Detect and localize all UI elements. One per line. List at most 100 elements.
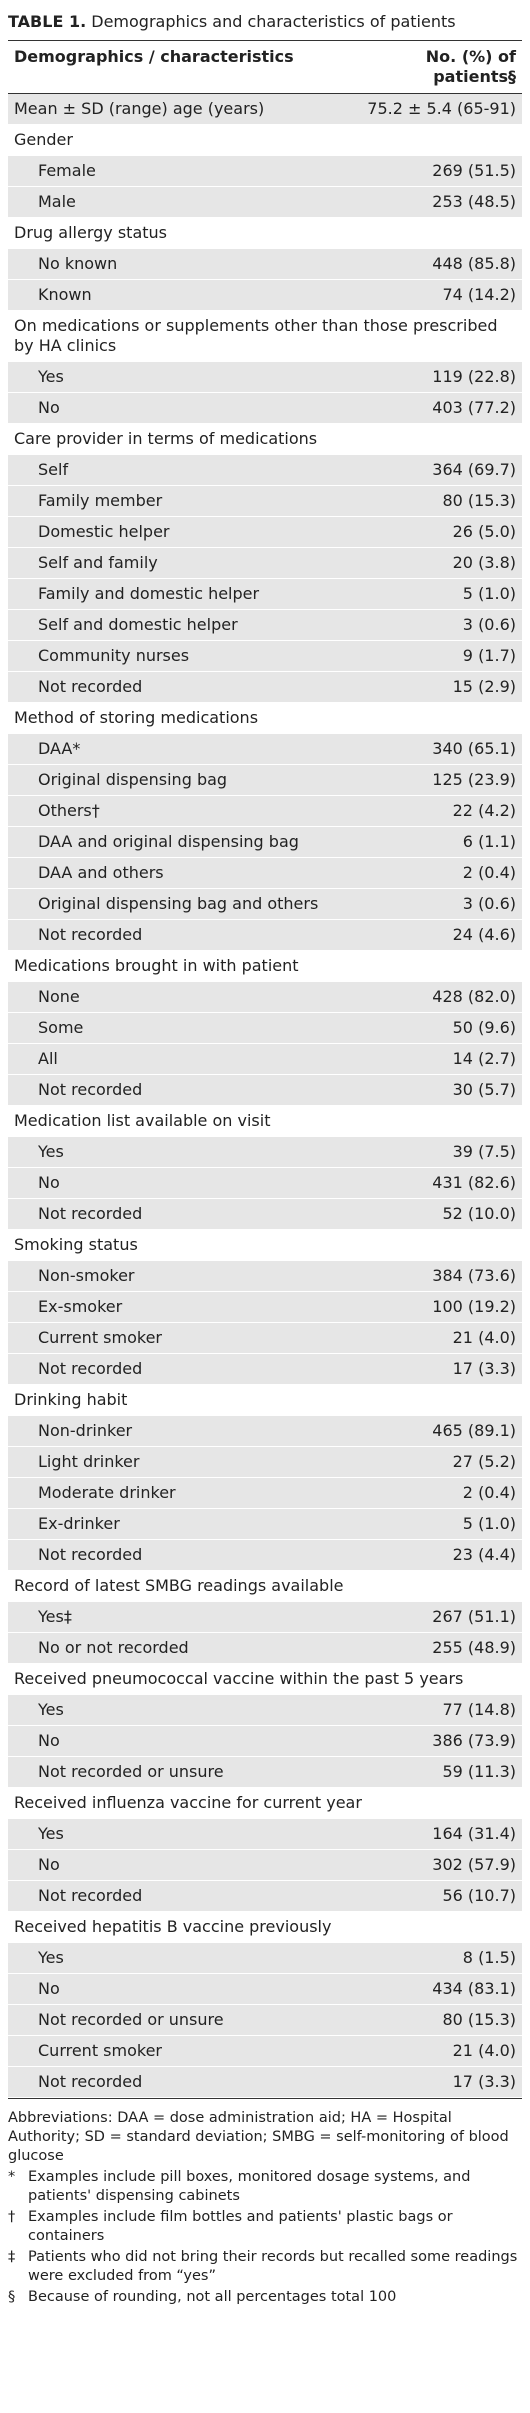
footnote-text: Because of rounding, not all percentages… — [28, 2289, 397, 2305]
row-value: 22 (4.2) — [452, 801, 516, 820]
table-row: Moderate drinker 2 (0.4) — [8, 1478, 522, 1509]
row-value: 21 (4.0) — [452, 1328, 516, 1347]
row-label: Current smoker — [38, 1328, 163, 1347]
row-label: DAA and original dispensing bag — [38, 832, 299, 851]
row-label: Not recorded — [38, 1080, 143, 1099]
row-label: Not recorded or unsure — [38, 1762, 224, 1781]
row-value: 80 (15.3) — [442, 2010, 516, 2029]
row-value: 52 (10.0) — [442, 1204, 516, 1223]
table-row: Community nurses 9 (1.7) — [8, 641, 522, 672]
row-label: Not recorded — [38, 2072, 143, 2091]
table-row: Ex-drinker 5 (1.0) — [8, 1509, 522, 1540]
row-label: Some — [38, 1018, 84, 1037]
table-page: TABLE 1. Demographics and characteristic… — [8, 0, 522, 2307]
table-row: Yes 119 (22.8) — [8, 362, 522, 393]
row-label: Domestic helper — [38, 522, 170, 541]
row-label: Yes — [38, 1700, 64, 1719]
table-row: DAA* 340 (65.1) — [8, 734, 522, 765]
table-row: Original dispensing bag and others 3 (0.6… — [8, 889, 522, 920]
row-value: 17 (3.3) — [452, 2072, 516, 2091]
section-heading: Received hepatitis B vaccine previously — [14, 1917, 332, 1936]
table-row: Ex-smoker 100 (19.2) — [8, 1292, 522, 1323]
table-row: Not recorded 56 (10.7) — [8, 1881, 522, 1912]
row-label: Ex-smoker — [38, 1297, 123, 1316]
row-label: No — [38, 1855, 60, 1874]
footnote-text: Examples include pill boxes, monitored d… — [28, 2169, 471, 2204]
row-label: Not recorded or unsure — [38, 2010, 224, 2029]
row-value: 14 (2.7) — [452, 1049, 516, 1068]
column-header: No. (%) of patients§ — [425, 47, 516, 86]
row-value: 125 (23.9) — [432, 770, 516, 789]
row-label: Ex-drinker — [38, 1514, 120, 1533]
section-row: Medications brought in with patient — [8, 951, 522, 982]
row-label: Moderate drinker — [38, 1483, 176, 1502]
table-row: Family member 80 (15.3) — [8, 486, 522, 517]
table-row: Yes 8 (1.5) — [8, 1943, 522, 1974]
table-row: All 14 (2.7) — [8, 1044, 522, 1075]
table-row: Not recorded 24 (4.6) — [8, 920, 522, 951]
section-row: Received hepatitis B vaccine previously — [8, 1912, 522, 1943]
row-label: Family member — [38, 491, 163, 510]
row-value: 21 (4.0) — [452, 2041, 516, 2060]
row-label: Mean ± SD (range) age (years) — [14, 99, 265, 118]
table-row: Current smoker 21 (4.0) — [8, 2036, 522, 2067]
row-label: Current smoker — [38, 2041, 163, 2060]
row-value: 80 (15.3) — [442, 491, 516, 510]
row-value: 59 (11.3) — [442, 1762, 516, 1781]
section-heading: Received pneumococcal vaccine within the… — [14, 1669, 464, 1688]
section-heading: Drug allergy status — [14, 223, 167, 242]
table-row: Non-drinker 465 (89.1) — [8, 1416, 522, 1447]
row-value: 119 (22.8) — [432, 367, 516, 386]
row-value: 17 (3.3) — [452, 1359, 516, 1378]
section-row: Drinking habit — [8, 1385, 522, 1416]
row-label: Others† — [38, 801, 100, 820]
table-row: Yes 164 (31.4) — [8, 1819, 522, 1850]
row-label: DAA* — [38, 739, 81, 758]
row-value: 2 (0.4) — [462, 1483, 516, 1502]
table-row: No or not recorded 255 (48.9) — [8, 1633, 522, 1664]
row-label: Original dispensing bag — [38, 770, 228, 789]
section-row: Received pneumococcal vaccine within the… — [8, 1664, 522, 1695]
table-row: No 386 (73.9) — [8, 1726, 522, 1757]
table-row: Not recorded 23 (4.4) — [8, 1540, 522, 1571]
row-value: 428 (82.0) — [432, 987, 516, 1006]
section-heading: Medications brought in with patient — [14, 956, 299, 975]
row-label: Self and family — [38, 553, 158, 572]
row-value: 24 (4.6) — [452, 925, 516, 944]
row-value: 20 (3.8) — [452, 553, 516, 572]
row-value: 3 (0.6) — [462, 615, 516, 634]
row-label: Known — [38, 285, 92, 304]
row-value: 2 (0.4) — [462, 863, 516, 882]
table-row: DAA and others 2 (0.4) — [8, 858, 522, 889]
footnote: * Examples include pill boxes, monitored … — [8, 2168, 522, 2206]
row-value: 74 (14.2) — [442, 285, 516, 304]
table-row: Female 269 (51.5) — [8, 156, 522, 187]
row-label: Not recorded — [38, 677, 143, 696]
table-row: Known 74 (14.2) — [8, 280, 522, 311]
row-label: Not recorded — [38, 925, 143, 944]
table-row: Some 50 (9.6) — [8, 1013, 522, 1044]
row-value: 9 (1.7) — [462, 646, 516, 665]
table-row: Self and domestic helper 3 (0.6) — [8, 610, 522, 641]
table-row: Self 364 (69.7) — [8, 455, 522, 486]
table-row: Male 253 (48.5) — [8, 187, 522, 218]
row-value: 39 (7.5) — [452, 1142, 516, 1161]
row-label: Female — [38, 161, 96, 180]
table-row: Yes‡ 267 (51.1) — [8, 1602, 522, 1633]
row-value: 56 (10.7) — [442, 1886, 516, 1905]
row-label: No — [38, 1731, 60, 1750]
row-label: Self and domestic helper — [38, 615, 238, 634]
footnote: † Examples include film bottles and patie… — [8, 2208, 522, 2246]
section-heading: On medications or supplements other than… — [14, 316, 498, 355]
row-value: 384 (73.6) — [432, 1266, 516, 1285]
row-label: Yes — [38, 1824, 64, 1843]
section-row: On medications or supplements other than… — [8, 311, 522, 362]
table-row: No 434 (83.1) — [8, 1974, 522, 2005]
table-row: Not recorded or unsure 59 (11.3) — [8, 1757, 522, 1788]
footnote: § Because of rounding, not all percentage… — [8, 2288, 522, 2307]
row-value: 386 (73.9) — [432, 1731, 516, 1750]
table-caption: TABLE 1. Demographics and characteristic… — [8, 0, 522, 41]
row-label: No — [38, 1979, 60, 1998]
table-row: Light drinker 27 (5.2) — [8, 1447, 522, 1478]
